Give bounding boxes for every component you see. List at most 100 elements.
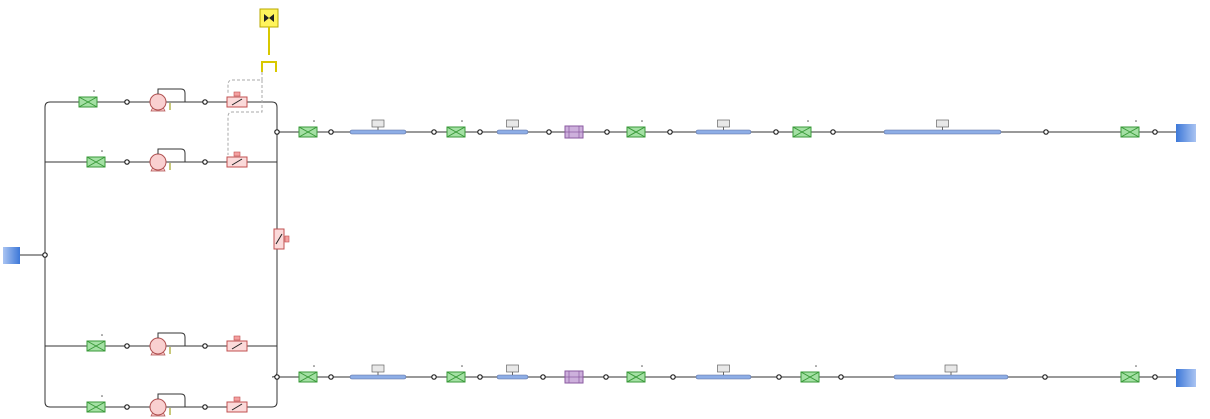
valve-cross [1120,126,1140,138]
sink-tank [1176,124,1196,142]
actuator [284,235,290,243]
signal-splitter [261,27,277,72]
pump-outlet [157,88,186,102]
junction [124,404,130,410]
gauge [506,364,519,373]
filter-lines [565,371,583,383]
pipe-segment [349,129,407,135]
pipe-segment [695,129,752,135]
valve-tag [101,150,103,152]
actuator [233,335,241,341]
junction [274,374,280,380]
supply-pipe [20,101,60,408]
pipe-segment [893,374,1009,380]
valve-tag [641,365,643,367]
pipe-segment [349,374,407,380]
pump-motor [169,408,171,415]
valve-tag [815,365,817,367]
control-valve-stem [231,342,243,350]
gauge [944,364,958,373]
junction [431,374,437,380]
junction [1043,129,1049,135]
sink-tank [1176,369,1196,387]
valve-tag [461,365,463,367]
valve-cross [446,371,466,383]
junction [42,252,48,258]
junction [546,129,552,135]
signal-line [227,72,263,155]
gauge [936,119,949,128]
valve-cross [626,371,646,383]
junction [477,129,483,135]
junction [202,343,208,349]
gauge [371,119,385,128]
junction [670,374,676,380]
junction [431,129,437,135]
gauge [717,364,730,373]
valve-tag [313,120,315,122]
valve-tag [807,120,809,122]
pump-motor [169,347,171,354]
main-pipe [277,131,1176,378]
control-valve-stem [275,233,283,245]
valve-cross [626,126,646,138]
junction [667,129,673,135]
junction [776,374,782,380]
junction [202,159,208,165]
junction [328,374,334,380]
source-tank [3,247,20,264]
junction [124,99,130,105]
pump-outlet [157,393,186,407]
valve-cross [800,371,820,383]
pump [149,153,167,171]
junction [830,129,836,135]
pump [149,93,167,111]
junction [1152,374,1158,380]
control-valve-stem [231,158,243,166]
valve-tag [1135,365,1137,367]
valve-tag [93,90,95,92]
pipe-segment [883,129,1002,135]
controller-icon [264,14,274,22]
junction [603,374,609,380]
pump [149,337,167,355]
pipe-segment [496,374,529,380]
valve-cross [78,96,98,108]
junction [274,129,280,135]
valve-tag [101,334,103,336]
pipe-segment [496,129,529,135]
control-valve-stem [231,98,243,106]
pump [149,398,167,416]
valve-cross [298,371,318,383]
valve-cross [1120,371,1140,383]
junction [202,99,208,105]
junction [773,129,779,135]
junction [124,343,130,349]
valve-tag [641,120,643,122]
valve-tag [101,395,103,397]
valve-cross [298,126,318,138]
junction [838,374,844,380]
control-valve-stem [231,403,243,411]
gauge [506,119,519,128]
pump-motor [169,103,171,110]
valve-cross [86,340,106,352]
junction [540,374,546,380]
junction [328,129,334,135]
junction [1042,374,1048,380]
junction [604,129,610,135]
pipe-segment [695,374,752,380]
valve-tag [1135,120,1137,122]
junction [202,404,208,410]
junction [477,374,483,380]
junction [124,159,130,165]
pump-motor [169,163,171,170]
valve-cross [792,126,812,138]
actuator [233,151,241,157]
actuator [233,91,241,97]
valve-tag [461,120,463,122]
collector-pipe [250,101,278,408]
gauge [371,364,385,373]
